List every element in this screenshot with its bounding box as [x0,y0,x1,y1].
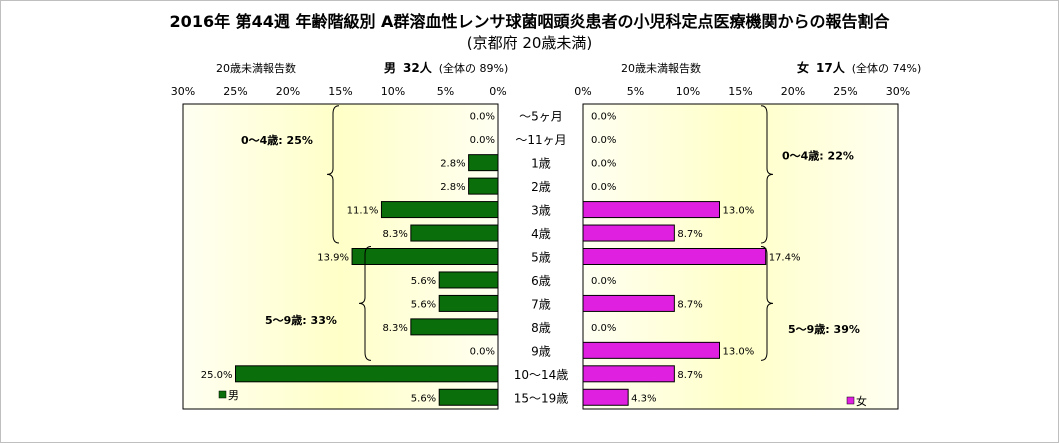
category-label: 1歳 [531,157,551,171]
male-bar [468,177,499,195]
chart-subtitle: (京都府 20歳未満) [466,34,593,52]
x-tick-right: 20% [781,85,805,98]
male-data-label: 0.0% [470,135,495,146]
male-count: 32人 [403,61,432,75]
male-data-label: 0.0% [470,112,495,123]
x-tick-left: 10% [381,85,405,98]
female-data-label: 8.7% [677,370,702,381]
female-bar [582,201,720,219]
male-data-label: 5.6% [411,299,436,310]
x-tick-right: 15% [728,85,752,98]
female-bar [582,341,720,359]
category-label: 7歳 [531,297,551,311]
male-data-label: 5.6% [411,276,436,287]
male-bar [468,154,499,172]
male-data-label: 13.9% [317,253,349,264]
annotation-male-5-9: 5〜9歳: 33% [265,313,337,327]
category-label: 〜11ヶ月 [515,133,566,147]
category-label: 5歳 [531,251,551,265]
chart-title: 2016年 第44週 年齢階級別 A群溶血性レンサ球菌咽頭炎患者の小児科定点医療… [169,12,890,31]
female-header: 女 17人 (全体の 74%) [797,59,921,76]
female-data-label: 8.7% [677,229,702,240]
x-tick-right: 10% [676,85,700,98]
category-label: 10〜14歳 [514,368,569,382]
male-data-label: 2.8% [440,159,465,170]
male-data-label: 2.8% [440,182,465,193]
female-bar [582,388,629,406]
male-bar [410,318,499,336]
legend-female-label: 女 [856,394,867,408]
male-data-label: 8.3% [382,323,407,334]
male-data-label: 0.0% [470,346,495,357]
male-data-label: 5.6% [411,393,436,404]
male-bar [438,271,499,289]
category-label: 15〜19歳 [514,391,569,405]
annotation-male-0-4: 0〜4歳: 25% [241,133,313,147]
female-data-label: 0.0% [591,135,616,146]
category-label: 4歳 [531,227,551,241]
female-data-label: 8.7% [677,299,702,310]
female-data-label: 17.4% [769,253,801,264]
left-count-label: 20歳未満報告数 [216,62,296,75]
x-tick-left: 20% [276,85,300,98]
female-data-label: 13.0% [723,346,755,357]
category-label: 9歳 [531,344,551,358]
female-data-label: 0.0% [591,182,616,193]
category-label: 2歳 [531,180,551,194]
bracket-right [760,105,774,244]
male-data-label: 8.3% [382,229,407,240]
female-data-label: 0.0% [591,323,616,334]
female-count: 17人 [816,61,845,75]
female-data-label: 0.0% [591,159,616,170]
x-tick-right: 25% [833,85,857,98]
female-data-label: 4.3% [631,393,656,404]
x-tick-right: 0% [574,85,591,98]
male-sex-label: 男 [384,61,397,75]
female-bar [582,248,767,265]
male-bar [380,201,499,219]
male-header: 男 32人 (全体の 89%) [384,59,508,76]
bracket-left [358,246,372,361]
bracket-right [760,246,774,361]
category-label: 8歳 [531,321,551,335]
male-bar [351,248,499,265]
female-bar [582,294,675,312]
male-bar [410,224,499,242]
x-tick-right: 30% [886,85,910,98]
legend-male-label: 男 [228,389,239,402]
male-data-label: 25.0% [201,370,233,381]
x-tick-left: 15% [328,85,352,98]
annotation-female-0-4: 0〜4歳: 22% [782,149,854,163]
x-tick-left: 30% [171,85,195,98]
category-label: 〜5ヶ月 [519,110,563,124]
male-share: (全体の 89%) [438,62,509,75]
annotation-female-5-9: 5〜9歳: 39% [788,322,860,336]
female-bar [582,365,675,383]
x-tick-left: 25% [223,85,247,98]
legend-male-swatch [218,390,227,399]
x-tick-right: 5% [627,85,644,98]
female-share: (全体の 74%) [851,62,922,75]
x-tick-left: 5% [437,85,454,98]
right-count-label: 20歳未満報告数 [621,62,701,75]
legend-female-swatch [846,396,855,405]
female-data-label: 0.0% [591,276,616,287]
female-data-label: 13.0% [723,206,755,217]
x-tick-left: 0% [489,85,506,98]
male-bar [438,388,499,406]
male-bar [235,365,499,383]
category-label: 6歳 [531,274,551,288]
female-sex-label: 女 [797,61,810,75]
male-bar [438,294,499,312]
bracket-left [326,105,340,244]
category-label: 3歳 [531,204,551,218]
female-data-label: 0.0% [591,112,616,123]
male-data-label: 11.1% [347,206,379,217]
female-bar [582,224,675,242]
